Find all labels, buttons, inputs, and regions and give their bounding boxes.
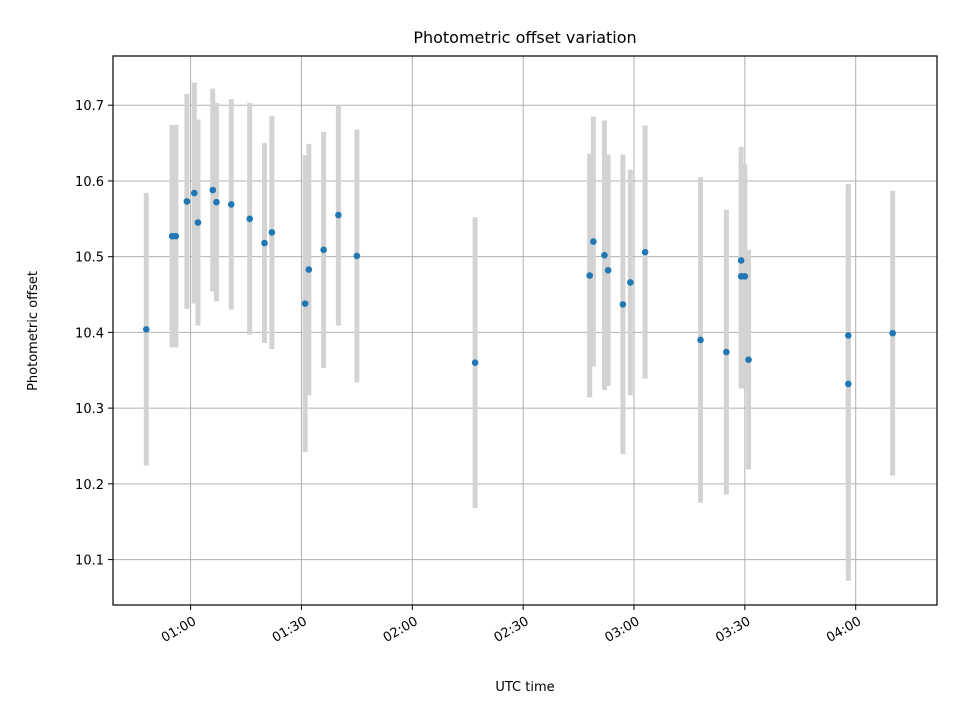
data-point	[619, 301, 627, 308]
data-point	[268, 229, 276, 236]
data-point	[737, 257, 745, 264]
plot-frame	[112, 55, 938, 606]
chart-title: Photometric offset variation	[413, 28, 636, 47]
data-point	[604, 266, 612, 274]
y-ticks: 10.1 10.2 10.3 10.4 10.5 10.6 10.7	[75, 99, 113, 569]
data-point	[261, 239, 268, 247]
x-tick-label: 01:00	[159, 614, 199, 646]
data-point	[641, 248, 649, 256]
x-tick-label: 01:30	[270, 614, 310, 646]
x-tick-label: 02:00	[381, 614, 421, 646]
y-tick-label: 10.1	[75, 554, 104, 569]
data-point	[183, 198, 191, 205]
data-point	[723, 348, 730, 356]
x-tick-label: 02:30	[492, 614, 532, 646]
x-tick-label: 03:30	[713, 614, 753, 646]
y-tick-label: 10.4	[75, 326, 104, 341]
y-tick-label: 10.3	[75, 402, 104, 417]
y-axis-label: Photometric offset	[26, 271, 41, 391]
data-point	[889, 329, 896, 337]
data-point	[590, 238, 597, 245]
y-tick-label: 10.6	[75, 175, 104, 190]
data-point	[246, 215, 254, 223]
x-tick-label: 03:00	[602, 614, 642, 646]
data-point	[745, 356, 752, 363]
data-point	[845, 380, 852, 388]
y-tick-label: 10.7	[75, 99, 104, 114]
data-point	[741, 273, 749, 280]
x-axis-label: UTC time	[495, 680, 554, 695]
data-point	[627, 279, 634, 286]
y-tick-label: 10.2	[75, 478, 104, 493]
data-point	[601, 251, 608, 259]
grid-layer	[113, 56, 937, 605]
data-point	[353, 252, 361, 260]
data-point	[227, 201, 235, 208]
data-point	[190, 189, 198, 197]
data-point	[142, 326, 150, 333]
data-point	[471, 359, 479, 366]
data-point	[172, 232, 180, 240]
data-point	[320, 246, 327, 254]
data-point	[213, 198, 220, 206]
x-tick-label: 04:00	[824, 614, 864, 646]
data-point	[301, 300, 309, 307]
data-point	[209, 186, 217, 194]
data-point	[305, 266, 313, 273]
data-point	[697, 336, 704, 344]
errorbar-layer	[143, 82, 896, 581]
data-point	[845, 332, 852, 339]
points-layer	[142, 186, 896, 388]
data-point	[335, 211, 342, 219]
data-point	[586, 272, 593, 279]
data-point	[194, 219, 202, 226]
x-ticks: 01:00 01:30 02:00 02:30 03:00 03:30 04:00	[159, 605, 864, 646]
y-tick-label: 10.5	[75, 251, 104, 266]
